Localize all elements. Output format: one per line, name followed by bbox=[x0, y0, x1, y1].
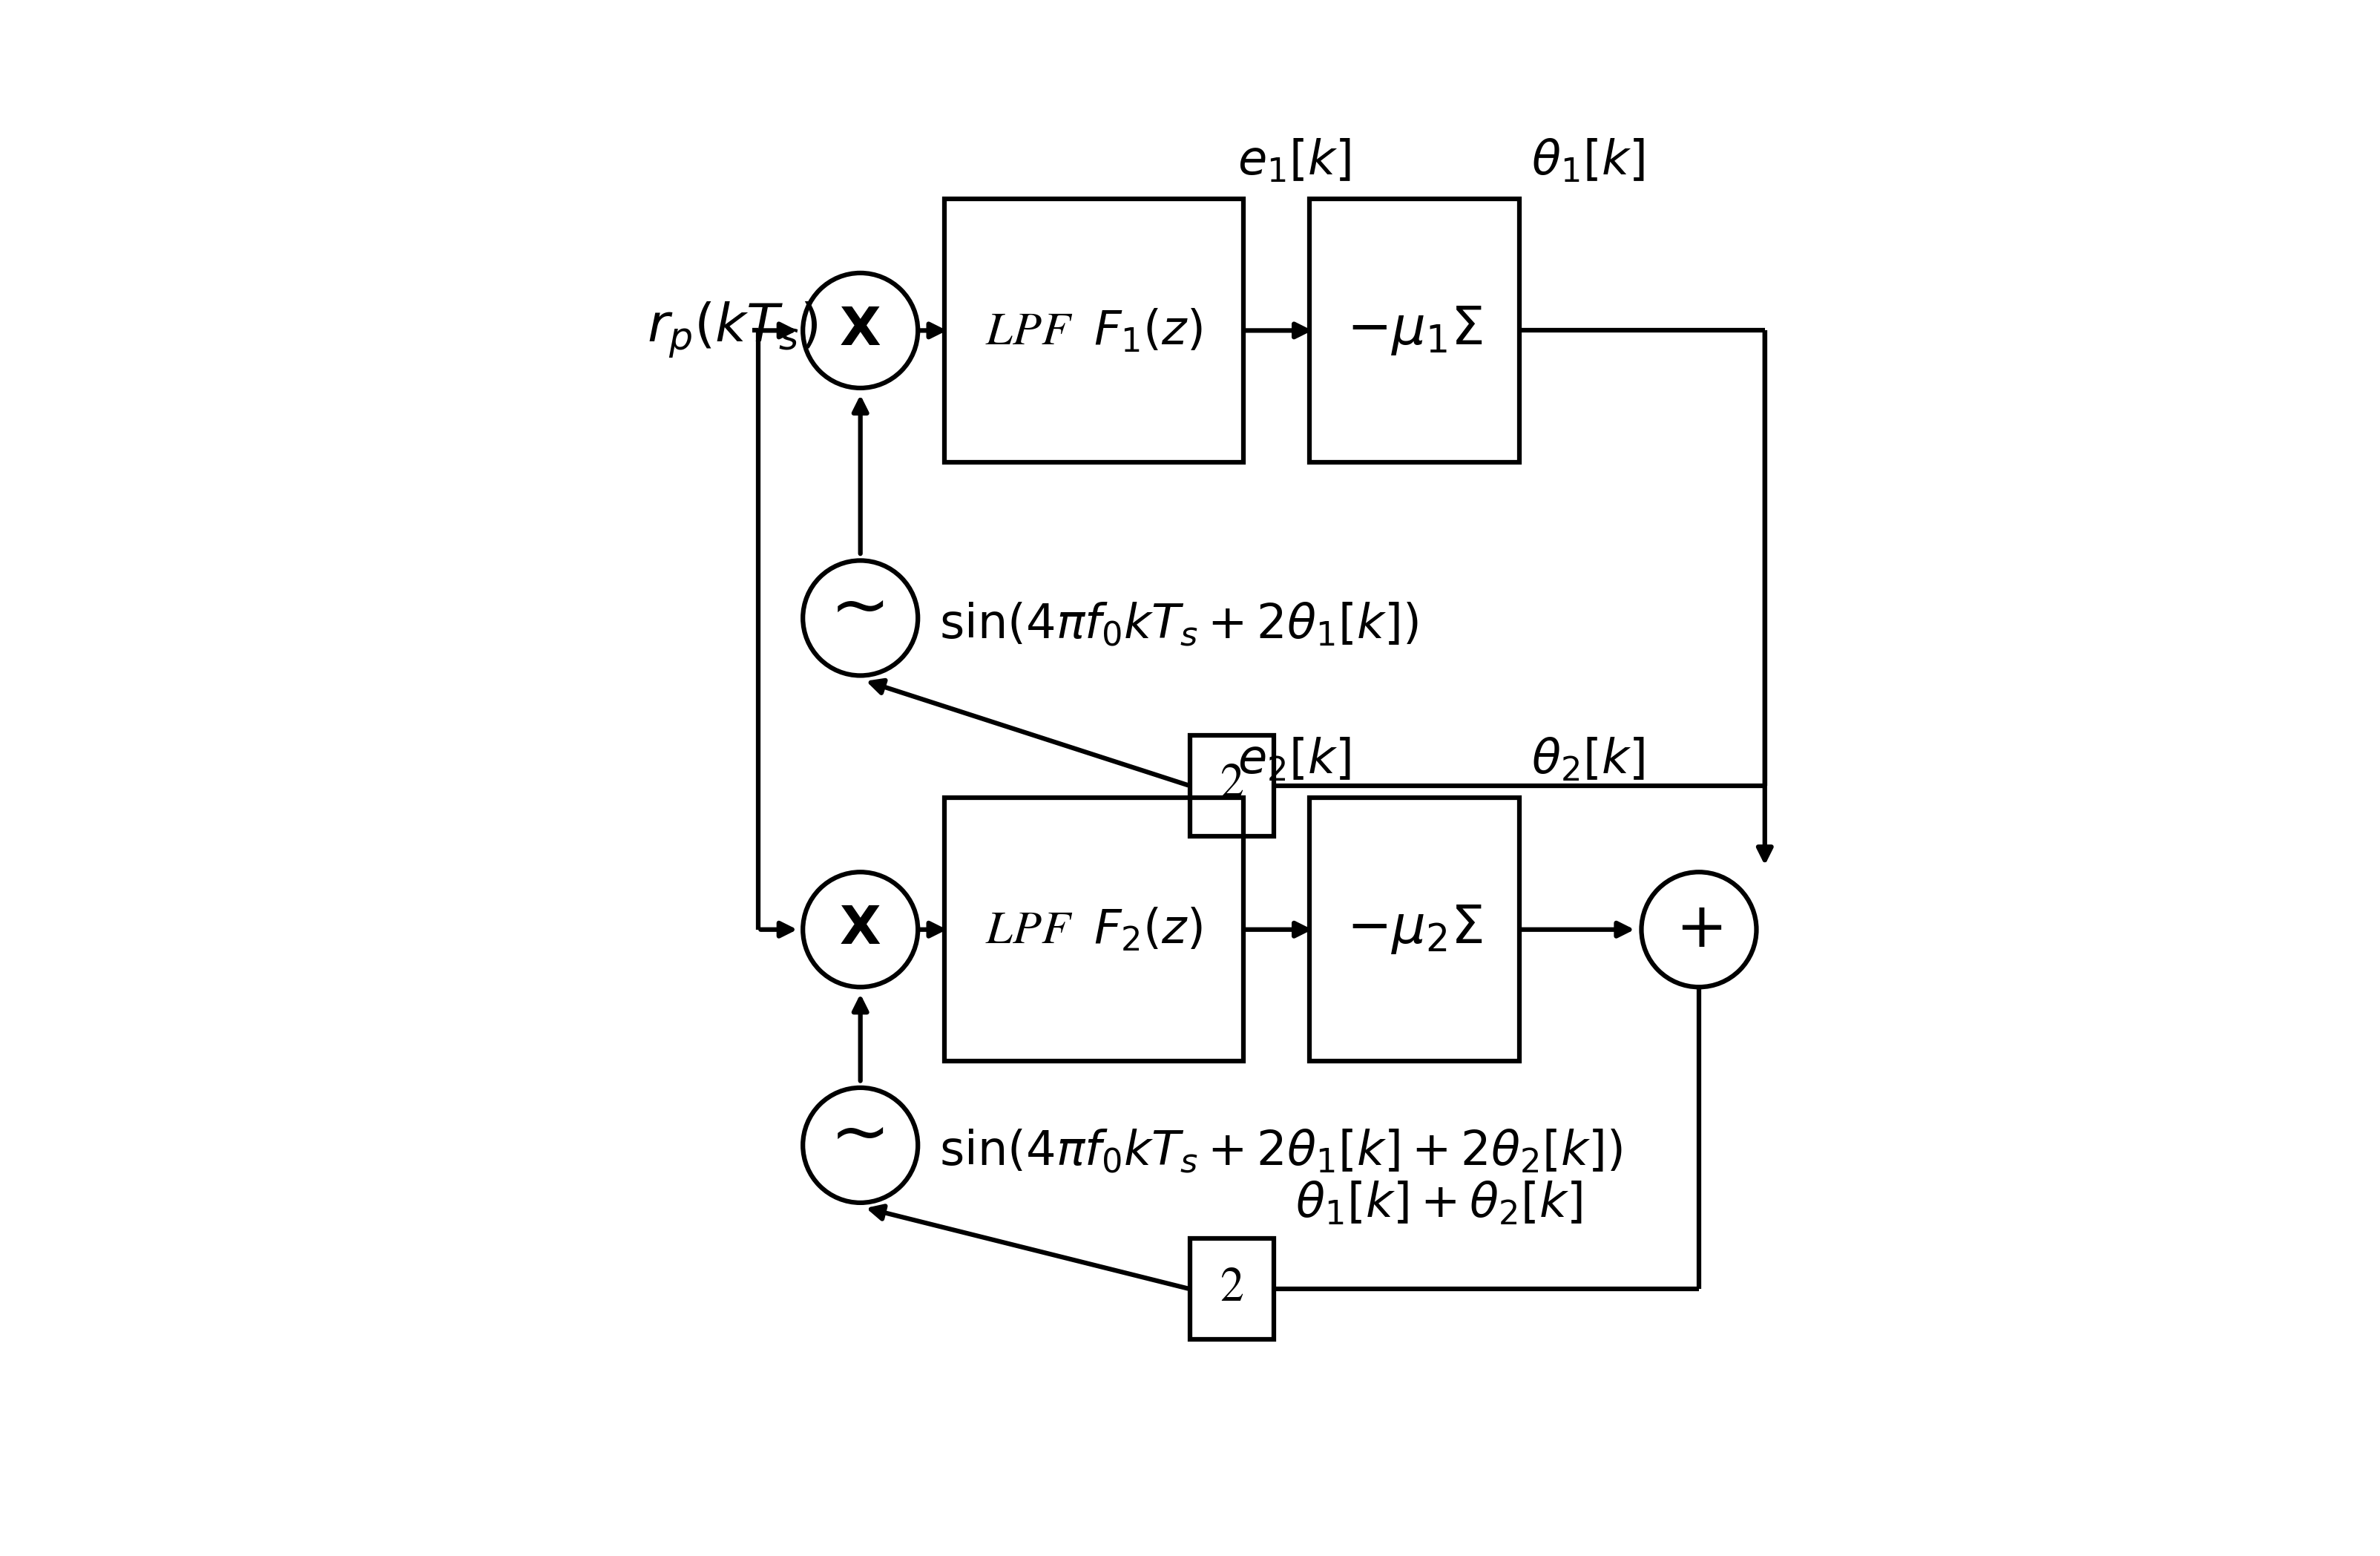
Text: $+$: $+$ bbox=[1676, 899, 1723, 960]
Text: $r_p(kT_s)$: $r_p(kT_s)$ bbox=[647, 300, 819, 361]
Bar bbox=[945, 798, 1245, 1061]
Text: ~: ~ bbox=[831, 1102, 890, 1170]
Text: 2: 2 bbox=[1221, 764, 1245, 808]
Text: X: X bbox=[840, 904, 881, 955]
Text: 2: 2 bbox=[1221, 1267, 1245, 1310]
Text: $-\mu_1\Sigma$: $-\mu_1\Sigma$ bbox=[1347, 303, 1483, 356]
Text: $\theta_1[k]$: $\theta_1[k]$ bbox=[1530, 137, 1645, 184]
Text: LPF  $F_2(z)$: LPF $F_2(z)$ bbox=[985, 906, 1202, 954]
Bar bbox=[1309, 199, 1518, 462]
Text: $\theta_1[k] + \theta_2[k]$: $\theta_1[k] + \theta_2[k]$ bbox=[1295, 1179, 1583, 1226]
Bar bbox=[945, 199, 1245, 462]
Bar bbox=[1190, 1239, 1273, 1340]
Text: $\theta_2[k]$: $\theta_2[k]$ bbox=[1530, 736, 1645, 783]
Text: $e_2[k]$: $e_2[k]$ bbox=[1238, 736, 1352, 783]
Bar bbox=[1309, 798, 1518, 1061]
Text: $\sin(4\pi f_0 kT_s + 2\theta_1[k] + 2\theta_2[k])$: $\sin(4\pi f_0 kT_s + 2\theta_1[k] + 2\t… bbox=[940, 1128, 1623, 1175]
Text: $\sin(4\pi f_0 kT_s + 2\theta_1[k])$: $\sin(4\pi f_0 kT_s + 2\theta_1[k])$ bbox=[940, 601, 1418, 647]
Text: LPF  $F_1(z)$: LPF $F_1(z)$ bbox=[985, 307, 1202, 355]
Bar bbox=[1190, 736, 1273, 836]
Text: $e_1[k]$: $e_1[k]$ bbox=[1238, 137, 1352, 184]
Text: ~: ~ bbox=[831, 574, 890, 643]
Text: $-\mu_2\Sigma$: $-\mu_2\Sigma$ bbox=[1347, 902, 1483, 955]
Text: X: X bbox=[840, 305, 881, 356]
